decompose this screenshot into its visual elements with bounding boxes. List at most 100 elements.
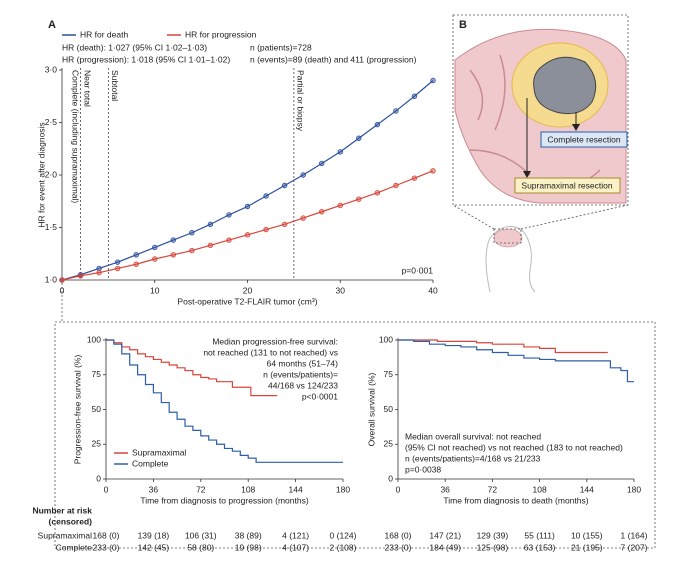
stat-text: Median progression-free survival:	[212, 336, 338, 346]
zoom-line	[452, 204, 495, 230]
stat-text: 64 months (51–74)	[267, 358, 339, 368]
y-tick-label: 0	[388, 473, 393, 483]
risk-cell: 21 (195)	[571, 542, 603, 552]
survival-curve	[106, 339, 343, 463]
panel-b: Complete resection Supramaximal resectio…	[452, 14, 629, 293]
x-tick-label: 180	[336, 484, 350, 494]
x-tick-label: 40	[428, 285, 438, 295]
point	[411, 175, 418, 181]
point	[77, 273, 84, 279]
point	[393, 108, 399, 114]
stat-text: Median overall survival: not reached	[405, 431, 541, 441]
zoom-box	[493, 228, 522, 244]
risk-cell: 233 (0)	[385, 542, 412, 552]
survival-curve	[398, 339, 608, 354]
point	[114, 259, 121, 265]
point	[133, 252, 139, 258]
point	[337, 202, 343, 209]
tumor	[533, 56, 597, 115]
y-tick-label: 100	[87, 334, 101, 344]
y-tick-label: 75	[92, 369, 102, 379]
point	[393, 182, 399, 189]
risk-cell: 2 (108)	[330, 542, 357, 552]
point	[244, 232, 251, 238]
stat-text: HR (death): 1·027 (95% CI 1·02–1·03)	[62, 42, 207, 52]
point	[226, 212, 232, 218]
x-tick-label: 108	[533, 484, 547, 494]
point	[281, 182, 288, 189]
label-box	[514, 177, 621, 194]
x-tick-label: 10	[150, 285, 160, 295]
y-tick-label: 100	[379, 334, 393, 344]
x-tick-label: 36	[440, 484, 450, 494]
x-tick-label: 144	[289, 484, 303, 494]
risk-cell: 58 (80)	[187, 542, 214, 552]
point	[207, 242, 214, 249]
point	[374, 190, 381, 196]
point	[430, 168, 436, 174]
panel-label: B	[459, 19, 467, 31]
point	[319, 160, 325, 167]
risk-cell: 63 (153)	[524, 542, 556, 552]
y-tick-label: 25	[92, 439, 102, 449]
risk-cell: 106 (31)	[185, 530, 217, 540]
sulci	[469, 54, 601, 191]
x-tick-label: 72	[196, 484, 206, 494]
risk-cell: 4 (121)	[282, 530, 309, 540]
point	[244, 203, 251, 210]
small-brain	[493, 228, 523, 248]
y-tick-label: 3·0	[45, 64, 58, 74]
panel-label: A	[48, 19, 56, 31]
arrow-head	[523, 171, 531, 178]
stat-text: n (events/patients)=4/168 vs 21/233	[405, 453, 541, 463]
risk-cell: 147 (21)	[429, 530, 461, 540]
point	[59, 277, 65, 283]
arrow-head	[572, 124, 580, 131]
survival-curve	[106, 339, 278, 397]
risk-subtitle: (censored)	[49, 516, 93, 526]
point	[226, 237, 232, 243]
risk-cell: 139 (18)	[138, 530, 170, 540]
stat-text: n (events/patients)=	[263, 369, 338, 379]
point	[170, 252, 176, 258]
point	[281, 221, 288, 228]
stat-text: (95% CI not reached) vs not reached (183…	[405, 442, 623, 452]
point	[430, 77, 436, 84]
risk-cell: 55 (111)	[524, 530, 555, 540]
hr-curve	[61, 80, 434, 281]
risk-cell: 10 (155)	[571, 530, 603, 540]
stat-text: p=0·001	[402, 265, 434, 275]
x-tick-label: 72	[488, 484, 498, 494]
risk-row-label: Supramaximal	[38, 530, 92, 540]
risk-cell: 4 (107)	[282, 542, 309, 552]
legend-label: Supramaximal	[132, 447, 186, 457]
stat-text: p<0·0001	[302, 391, 338, 401]
threshold-label: Complete (including supramaximal)	[70, 70, 80, 203]
point	[337, 149, 343, 155]
x-axis-label: Post-operative T2-FLAIR tumor (cm³)	[177, 296, 317, 306]
x-tick-label: 180	[627, 484, 641, 494]
x-tick-label: 0	[104, 484, 109, 494]
risk-cell: 129 (39)	[477, 530, 509, 540]
point	[114, 265, 121, 272]
y-axis-label: Overall survival (%)	[366, 372, 376, 446]
stat-text: n (patients)=728	[250, 42, 312, 52]
survival-curve	[398, 339, 634, 383]
point	[170, 237, 176, 243]
y-axis-label: HR for event after diagnosis	[36, 122, 46, 227]
point	[152, 256, 158, 262]
panel-frame	[452, 14, 629, 206]
legend-label: Complete	[132, 458, 169, 468]
risk-cell: 142 (45)	[138, 542, 170, 552]
x-tick-label: 0	[60, 285, 65, 295]
x-tick-label: 20	[243, 285, 253, 295]
y-tick-label: 1·5	[45, 222, 58, 232]
stat-text: p=0·0038	[405, 464, 441, 474]
x-tick-label: 108	[241, 484, 255, 494]
zoom-line	[520, 204, 629, 230]
diagram-label: Complete resection	[547, 134, 621, 144]
point	[189, 230, 195, 236]
hr-curve	[61, 170, 434, 281]
y-tick-label: 0	[96, 473, 101, 483]
point	[133, 261, 139, 267]
